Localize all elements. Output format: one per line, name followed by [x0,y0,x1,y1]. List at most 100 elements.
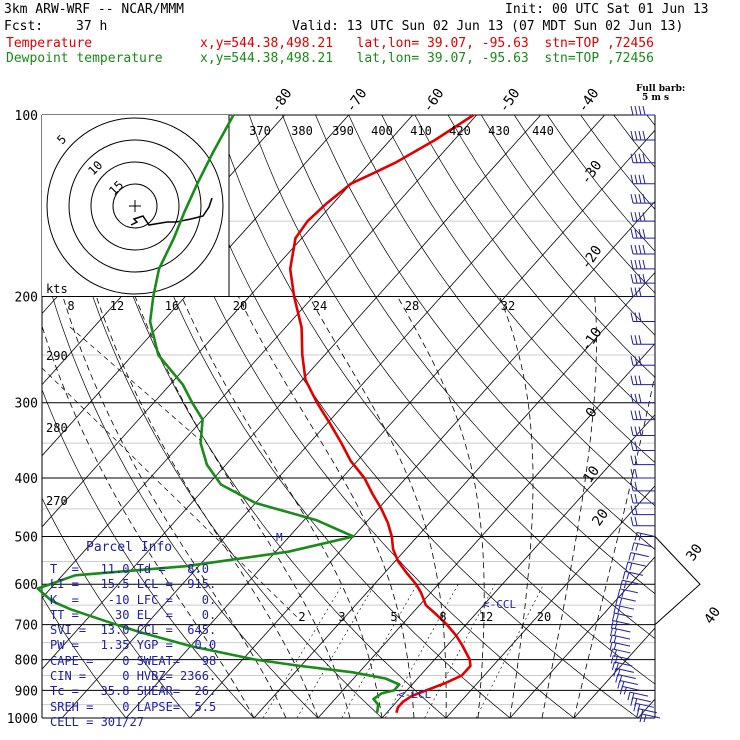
wind-barb [609,641,631,651]
wind-barb-flag [630,130,634,141]
dry-adiabat [680,115,740,731]
parcel-info-row: SVI = 13.0 CCL = 645. [50,623,217,638]
wind-barb-flag [634,174,638,184]
wind-barb-flag [630,493,634,504]
wind-barb-staff [615,667,635,673]
wind-barb [611,612,633,622]
speed-label: 32 [501,299,515,313]
wind-barb-flag [642,273,646,284]
pressure-tick-label: 900 [15,684,38,699]
wind-barb-flag [630,426,634,436]
wind-barb-flag [634,426,638,436]
wind-barb [630,312,655,322]
wind-barb-flag [630,194,634,204]
wind-barb-flag [630,410,634,420]
wind-barb-flag [638,273,642,284]
theta-label: 420 [449,124,471,138]
speed-label: 28 [405,299,419,313]
wind-barb-flag [634,375,638,385]
wind-barb [630,441,655,451]
dry-adiabat [580,115,655,210]
wind-barb-flag [638,356,642,366]
wind-barb-flag [632,553,636,561]
wind-barb-staff [615,604,635,610]
temperature-legend: Temperature [6,36,93,51]
barb-legend: Full barb: 5 m s [636,85,685,103]
wind-barb-staff [641,713,661,719]
pressure-tick-label: 500 [15,530,38,545]
wind-barb-flag [634,481,638,491]
sounding-traces [36,113,475,714]
temperature-trace [288,113,475,714]
forecast-label: Fcst: [4,19,44,34]
lcl-marker: <-LCL [398,688,431,701]
moist-adiabat [573,372,655,718]
wind-barb-flag [634,105,638,116]
wind-barb-flag [630,356,634,366]
hodograph-ring [90,161,180,251]
wind-barb-flag [630,455,634,465]
wind-barb [630,174,655,185]
right-frame-slant [654,536,701,625]
wind-barb-flag [630,375,634,385]
wind-barb-flag [634,259,638,270]
wind-barb-flag [634,516,638,526]
dry-adiabat [414,115,655,421]
wind-barb-flag [622,571,626,580]
wind-barb-flag [638,174,642,184]
wind-barb-staff [638,708,657,714]
dewpoint-station-info: x,y=544.38,498.21 lat,lon= 39.07, -95.63… [200,51,654,66]
pressure-tick-label: 300 [15,397,38,412]
isotherm [317,342,655,718]
dry-adiabat [42,257,319,718]
ccl-marker: <-CCL [483,598,516,611]
wind-barb-flag [634,244,638,255]
wind-barb [630,516,655,527]
wind-barb-flag [634,287,638,297]
wind-barb-flag [630,153,634,163]
wind-barb-flag [642,194,646,204]
wind-barb [630,130,655,141]
wind-barb-flag [637,704,641,712]
wind-barb-flag [634,228,638,239]
wind-barb-flag [630,273,634,284]
isotherm [253,271,655,718]
wind-barb-flag [642,212,646,222]
wind-barb [622,570,644,580]
wind-barb [630,356,655,366]
wind-barb-flag [634,273,638,284]
wind-barb-staff [633,542,652,548]
wind-barb-staff [627,561,646,567]
wind-barb-flag [638,228,642,239]
pressure-tick-label: 1000 [7,712,38,727]
wind-barb-flag [609,642,613,651]
wind-barb [630,273,655,284]
chart-grid [41,114,740,731]
wind-barb [609,634,631,644]
wind-barb-staff [612,648,631,654]
wind-barb-staff [617,596,636,602]
wind-barb-flag [642,153,646,163]
wind-barb-staff [612,627,631,633]
dry-adiabat [42,388,255,718]
wind-barb-flag [621,681,625,689]
wind-barb-flag [634,356,638,366]
hodograph-ring [112,183,158,229]
dry-adiabat [613,115,655,168]
isotherm [125,129,655,718]
wind-barb-flag [638,259,642,270]
wind-barb-flag [630,287,634,297]
wind-barb [619,579,641,589]
wind-barb-staff [622,685,641,691]
dry-adiabat [348,115,655,507]
wind-barb-flag [642,105,646,116]
isotherm-label: -80 [268,86,296,116]
isotherm [61,115,605,718]
wind-barb-staff [624,570,644,576]
wind-barb-staff [636,531,656,537]
wind-barb-flag [634,532,638,541]
wind-barb-flag [634,212,638,222]
wind-barb-flag [638,153,642,163]
wind-barb-flag [609,635,613,644]
